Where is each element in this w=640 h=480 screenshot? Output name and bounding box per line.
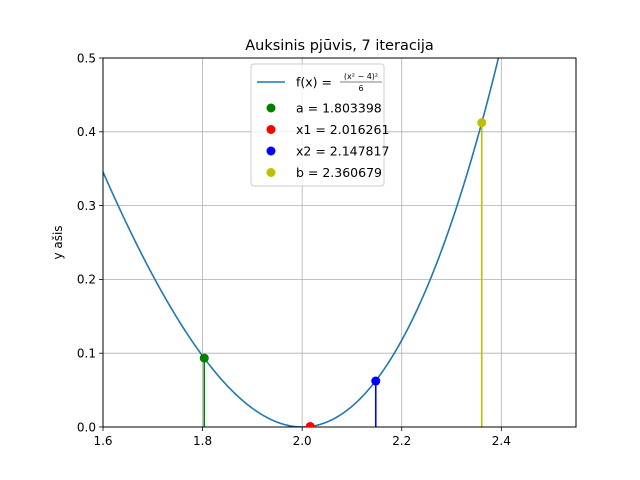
legend-function-numerator: (x² − 4)² (344, 72, 378, 81)
x-tick-label-2: 2.0 (293, 434, 312, 448)
point-a (199, 353, 209, 363)
legend: f(x) = (x² − 4)² 6 a = 1.803398 x1 = 2.0162… (250, 63, 389, 187)
x-tick-label-1: 1.8 (193, 434, 212, 448)
y-tick-label-0: 0.0 (77, 420, 96, 434)
y-tick-label-5: 0.5 (77, 51, 96, 65)
y-tick-label-3: 0.3 (77, 199, 96, 213)
axes-frame (102, 57, 577, 428)
legend-marker-x1 (266, 125, 276, 134)
point-x2 (371, 376, 381, 386)
legend-box (250, 63, 385, 187)
legend-label-x1: x1 = 2.016261 (296, 122, 389, 137)
legend-marker-x2 (266, 146, 276, 156)
legend-label-x2: x2 = 2.147817 (296, 144, 389, 159)
y-tick-label-1: 0.1 (77, 347, 96, 361)
legend-function-denominator: 6 (358, 84, 363, 93)
chart-title: Auksinis pjūvis, 7 iteracija (245, 38, 434, 54)
legend-marker-a (266, 103, 276, 113)
ticks: 1.6 1.8 2.0 2.2 2.4 0.0 0.1 0.2 0.3 0.4 0.5 (77, 51, 511, 448)
legend-function-label: f(x) = (296, 75, 332, 90)
y-axis-label: y ašis (51, 225, 65, 259)
y-tick-label-2: 0.2 (77, 273, 96, 287)
point-x1 (305, 421, 315, 427)
point-markers (199, 118, 487, 427)
plot-area (103, 58, 500, 427)
function-curve (103, 58, 500, 427)
legend-label-b: b = 2.360679 (296, 165, 382, 180)
legend-marker-b (266, 168, 276, 177)
x-tick-label-0: 1.6 (93, 434, 112, 448)
legend-label-a: a = 1.803398 (296, 101, 382, 116)
point-b (477, 118, 487, 128)
x-tick-label-4: 2.4 (492, 434, 511, 448)
y-tick-label-4: 0.4 (77, 125, 96, 139)
x-tick-label-3: 2.2 (392, 434, 411, 448)
